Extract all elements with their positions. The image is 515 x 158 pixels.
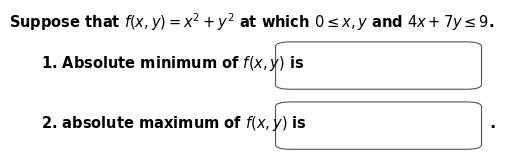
Text: 1. Absolute minimum of $f(x, y)$ is: 1. Absolute minimum of $f(x, y)$ is	[41, 54, 305, 73]
FancyBboxPatch shape	[276, 42, 482, 89]
Text: .: .	[489, 114, 495, 132]
Text: Suppose that $f(x, y) = x^2 + y^2$ at which $0 \leq x, y$ and $4x + 7y \leq 9$.: Suppose that $f(x, y) = x^2 + y^2$ at wh…	[9, 11, 494, 33]
Text: 2. absolute maximum of $f(x, y)$ is: 2. absolute maximum of $f(x, y)$ is	[41, 114, 307, 133]
FancyBboxPatch shape	[276, 102, 482, 149]
